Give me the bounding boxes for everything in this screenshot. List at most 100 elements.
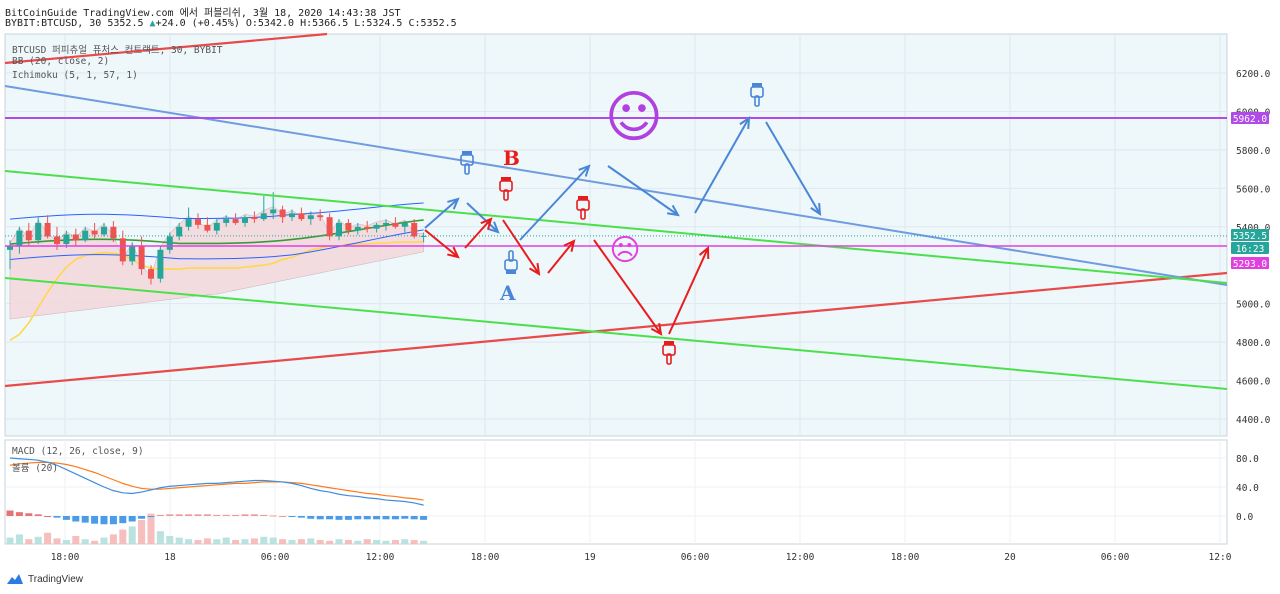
- blue-arrow-6: [765, 121, 821, 215]
- macd-tick-label: 80.0: [1236, 454, 1259, 465]
- pointing-hand-icon: [499, 177, 513, 201]
- macd-histogram-bar: [288, 516, 296, 517]
- candle-body: [44, 222, 51, 237]
- macd-histogram-bar: [185, 514, 193, 516]
- axes: 6200.06000.05800.05600.05400.05000.04800…: [51, 69, 1271, 563]
- red-arrow-5: [593, 239, 662, 335]
- bb-legend[interactable]: BB (20, close, 2): [12, 56, 110, 67]
- volume-bar: [185, 539, 193, 544]
- red-channel-lower: [4, 271, 1228, 388]
- macd-histogram-bar: [72, 516, 80, 522]
- last-price-flag: 5352.5: [1233, 231, 1267, 242]
- macd-histogram-bar: [53, 516, 61, 518]
- red-arrow-2: [464, 218, 492, 249]
- ichimoku-legend[interactable]: Ichimoku (5, 1, 57, 1): [12, 70, 138, 81]
- candle-body: [317, 215, 324, 218]
- volume-bar: [44, 532, 52, 544]
- candle-body: [72, 234, 79, 241]
- candle-body: [232, 219, 239, 223]
- macd-histogram-bar: [25, 513, 33, 516]
- volume-bar: [373, 540, 381, 544]
- symbol-legend[interactable]: BTCUSD 퍼피츄얼 퓨처스 컨트랙트, 30, BYBIT: [12, 45, 223, 56]
- macd-histogram-bar: [213, 514, 221, 516]
- high-value: H:5366.5: [300, 18, 349, 29]
- candle-body: [101, 226, 107, 235]
- red-arrow-1: [424, 229, 459, 258]
- volume-bar: [288, 540, 296, 544]
- candle-body: [345, 222, 352, 231]
- macd-histogram-bar: [344, 516, 352, 520]
- red-arrow-4-head: [563, 239, 576, 252]
- candle-body: [260, 213, 267, 220]
- macd-histogram-bar: [410, 516, 418, 520]
- macd-histogram-bar: [222, 514, 230, 516]
- red-arrow-2-head: [480, 217, 493, 230]
- volume-bar: [401, 539, 409, 544]
- candle-body: [392, 222, 399, 227]
- macd-histogram-bar: [260, 514, 268, 516]
- volume-legend[interactable]: 볼륨 (20): [12, 463, 59, 474]
- macd-histogram-bar: [128, 516, 136, 522]
- pointing-hand-icon: [750, 83, 764, 107]
- candle-body: [25, 230, 32, 241]
- volume-bar: [213, 539, 221, 544]
- volume-bar: [297, 539, 305, 544]
- red-arrow-1-head: [447, 246, 460, 259]
- candle-body: [354, 226, 361, 231]
- volume-bar: [335, 539, 343, 544]
- volume-bar: [109, 534, 117, 544]
- macd-histogram-bar: [297, 516, 305, 518]
- macd-histogram-bar: [241, 514, 249, 516]
- green-channel-lower: [4, 277, 1228, 390]
- macd-histogram-bar: [6, 510, 14, 516]
- red-arrow-3: [502, 219, 540, 275]
- path-arrows: [424, 116, 822, 336]
- price-tick-label: 4400.0: [1236, 415, 1271, 426]
- pointing-hand-icon: [504, 250, 518, 274]
- up-triangle-icon: ▲: [149, 18, 156, 29]
- candle-body: [166, 236, 173, 250]
- volume-bar: [232, 540, 240, 544]
- candle-body: [326, 217, 333, 237]
- volume-bar: [119, 529, 127, 544]
- blue-arrow-3-head: [578, 164, 591, 177]
- volume-bar: [269, 537, 277, 544]
- pointing-hand-icon: [460, 151, 474, 175]
- volume-bar: [279, 539, 287, 544]
- macd-histogram-bar: [420, 516, 428, 520]
- candle-body: [213, 222, 220, 231]
- volume-bar: [391, 540, 399, 544]
- last-price-flag-bg: [1231, 229, 1269, 241]
- blue-arrow-1: [424, 198, 459, 229]
- blue-arrow-4: [607, 165, 679, 216]
- macd-histogram-bar: [279, 516, 287, 517]
- macd-histogram-bar: [250, 514, 258, 516]
- price-tick-label: 5800.0: [1236, 146, 1271, 157]
- macd-histogram-bar: [15, 512, 23, 516]
- volume-bar: [156, 531, 164, 544]
- footer-brand[interactable]: TradingView: [6, 573, 83, 585]
- volume-bar: [62, 540, 70, 544]
- candle-body: [185, 219, 192, 227]
- blue-arrow-2: [466, 202, 499, 233]
- macd-legend[interactable]: MACD (12, 26, close, 9): [12, 446, 144, 457]
- macd-tick-label: 0.0: [1236, 512, 1253, 523]
- blue-arrow-6-head: [810, 202, 822, 216]
- volume-bar: [316, 540, 324, 544]
- price-tick-label: 6200.0: [1236, 69, 1271, 80]
- blue-arrow-3: [519, 165, 590, 241]
- price-tick-label: 5600.0: [1236, 184, 1271, 195]
- macd-histogram-bar: [62, 516, 70, 520]
- pointing-hand-icon: [662, 341, 676, 365]
- macd-pane[interactable]: [4, 439, 1228, 545]
- pointing-hand-icon: [576, 196, 590, 220]
- volume-bar: [138, 520, 146, 544]
- red-arrow-3-head: [529, 262, 541, 276]
- red-arrow-6: [668, 247, 709, 335]
- tradingview-logo-icon: [7, 574, 23, 584]
- macd-histogram-bar: [44, 516, 52, 517]
- candle-body: [148, 269, 154, 279]
- candle-body: [307, 215, 314, 220]
- macd-histogram-bar: [401, 516, 409, 519]
